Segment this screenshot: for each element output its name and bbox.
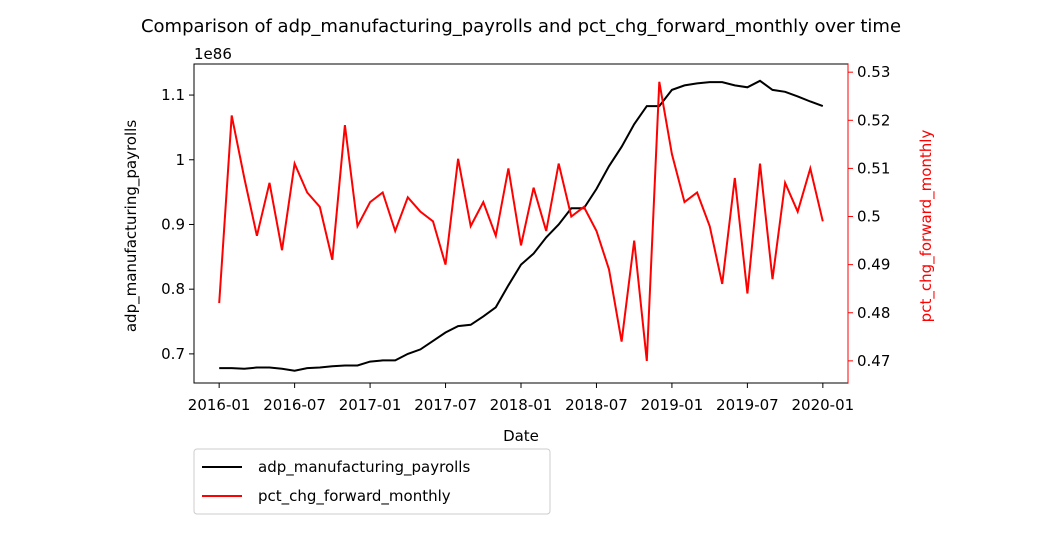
x-tick-label: 2019-01 (641, 396, 704, 414)
y-tick-label: 0.9 (161, 215, 185, 233)
y-axis-label: adp_manufacturing_payrolls (122, 120, 141, 332)
y-tick-label: 1 (175, 151, 185, 169)
legend-label: pct_chg_forward_monthly (258, 487, 451, 506)
x-tick-label: 2016-07 (263, 396, 326, 414)
legend-label: adp_manufacturing_payrolls (258, 458, 470, 477)
y2-tick-label: 0.52 (857, 111, 890, 129)
series-line (218, 81, 824, 362)
plot-frame (193, 63, 849, 384)
chart-title: Comparison of adp_manufacturing_payrolls… (141, 16, 901, 37)
x-tick-label: 2018-01 (490, 396, 553, 414)
x-axis-label: Date (503, 427, 539, 445)
y-tick-label: 0.7 (161, 345, 185, 363)
y2-tick-label: 0.47 (857, 352, 890, 370)
x-tick-label: 2017-01 (339, 396, 402, 414)
y-tick-label: 1.1 (161, 86, 185, 104)
y2-tick-label: 0.48 (857, 304, 890, 322)
y2-axis-label: pct_chg_forward_monthly (917, 130, 936, 323)
x-tick-label: 2016-01 (188, 396, 251, 414)
x-tick-label: 2020-01 (792, 396, 855, 414)
x-tick-label: 2017-07 (414, 396, 477, 414)
y2-tick-label: 0.49 (857, 256, 890, 274)
y-tick-label: 0.8 (161, 280, 185, 298)
y2-tick-label: 0.53 (857, 63, 890, 81)
legend-box (193, 448, 551, 515)
y2-tick-label: 0.51 (857, 159, 890, 177)
y2-tick-label: 0.5 (857, 208, 881, 226)
x-tick-label: 2019-07 (716, 396, 779, 414)
y-offset-label: 1e86 (194, 45, 232, 63)
series-line (219, 79, 824, 372)
x-tick-label: 2018-07 (565, 396, 628, 414)
